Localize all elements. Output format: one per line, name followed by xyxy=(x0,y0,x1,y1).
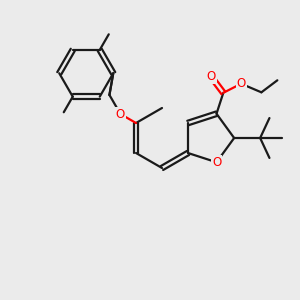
Text: O: O xyxy=(212,156,221,169)
Text: O: O xyxy=(207,70,216,83)
Text: O: O xyxy=(116,107,125,121)
Text: O: O xyxy=(236,77,246,90)
